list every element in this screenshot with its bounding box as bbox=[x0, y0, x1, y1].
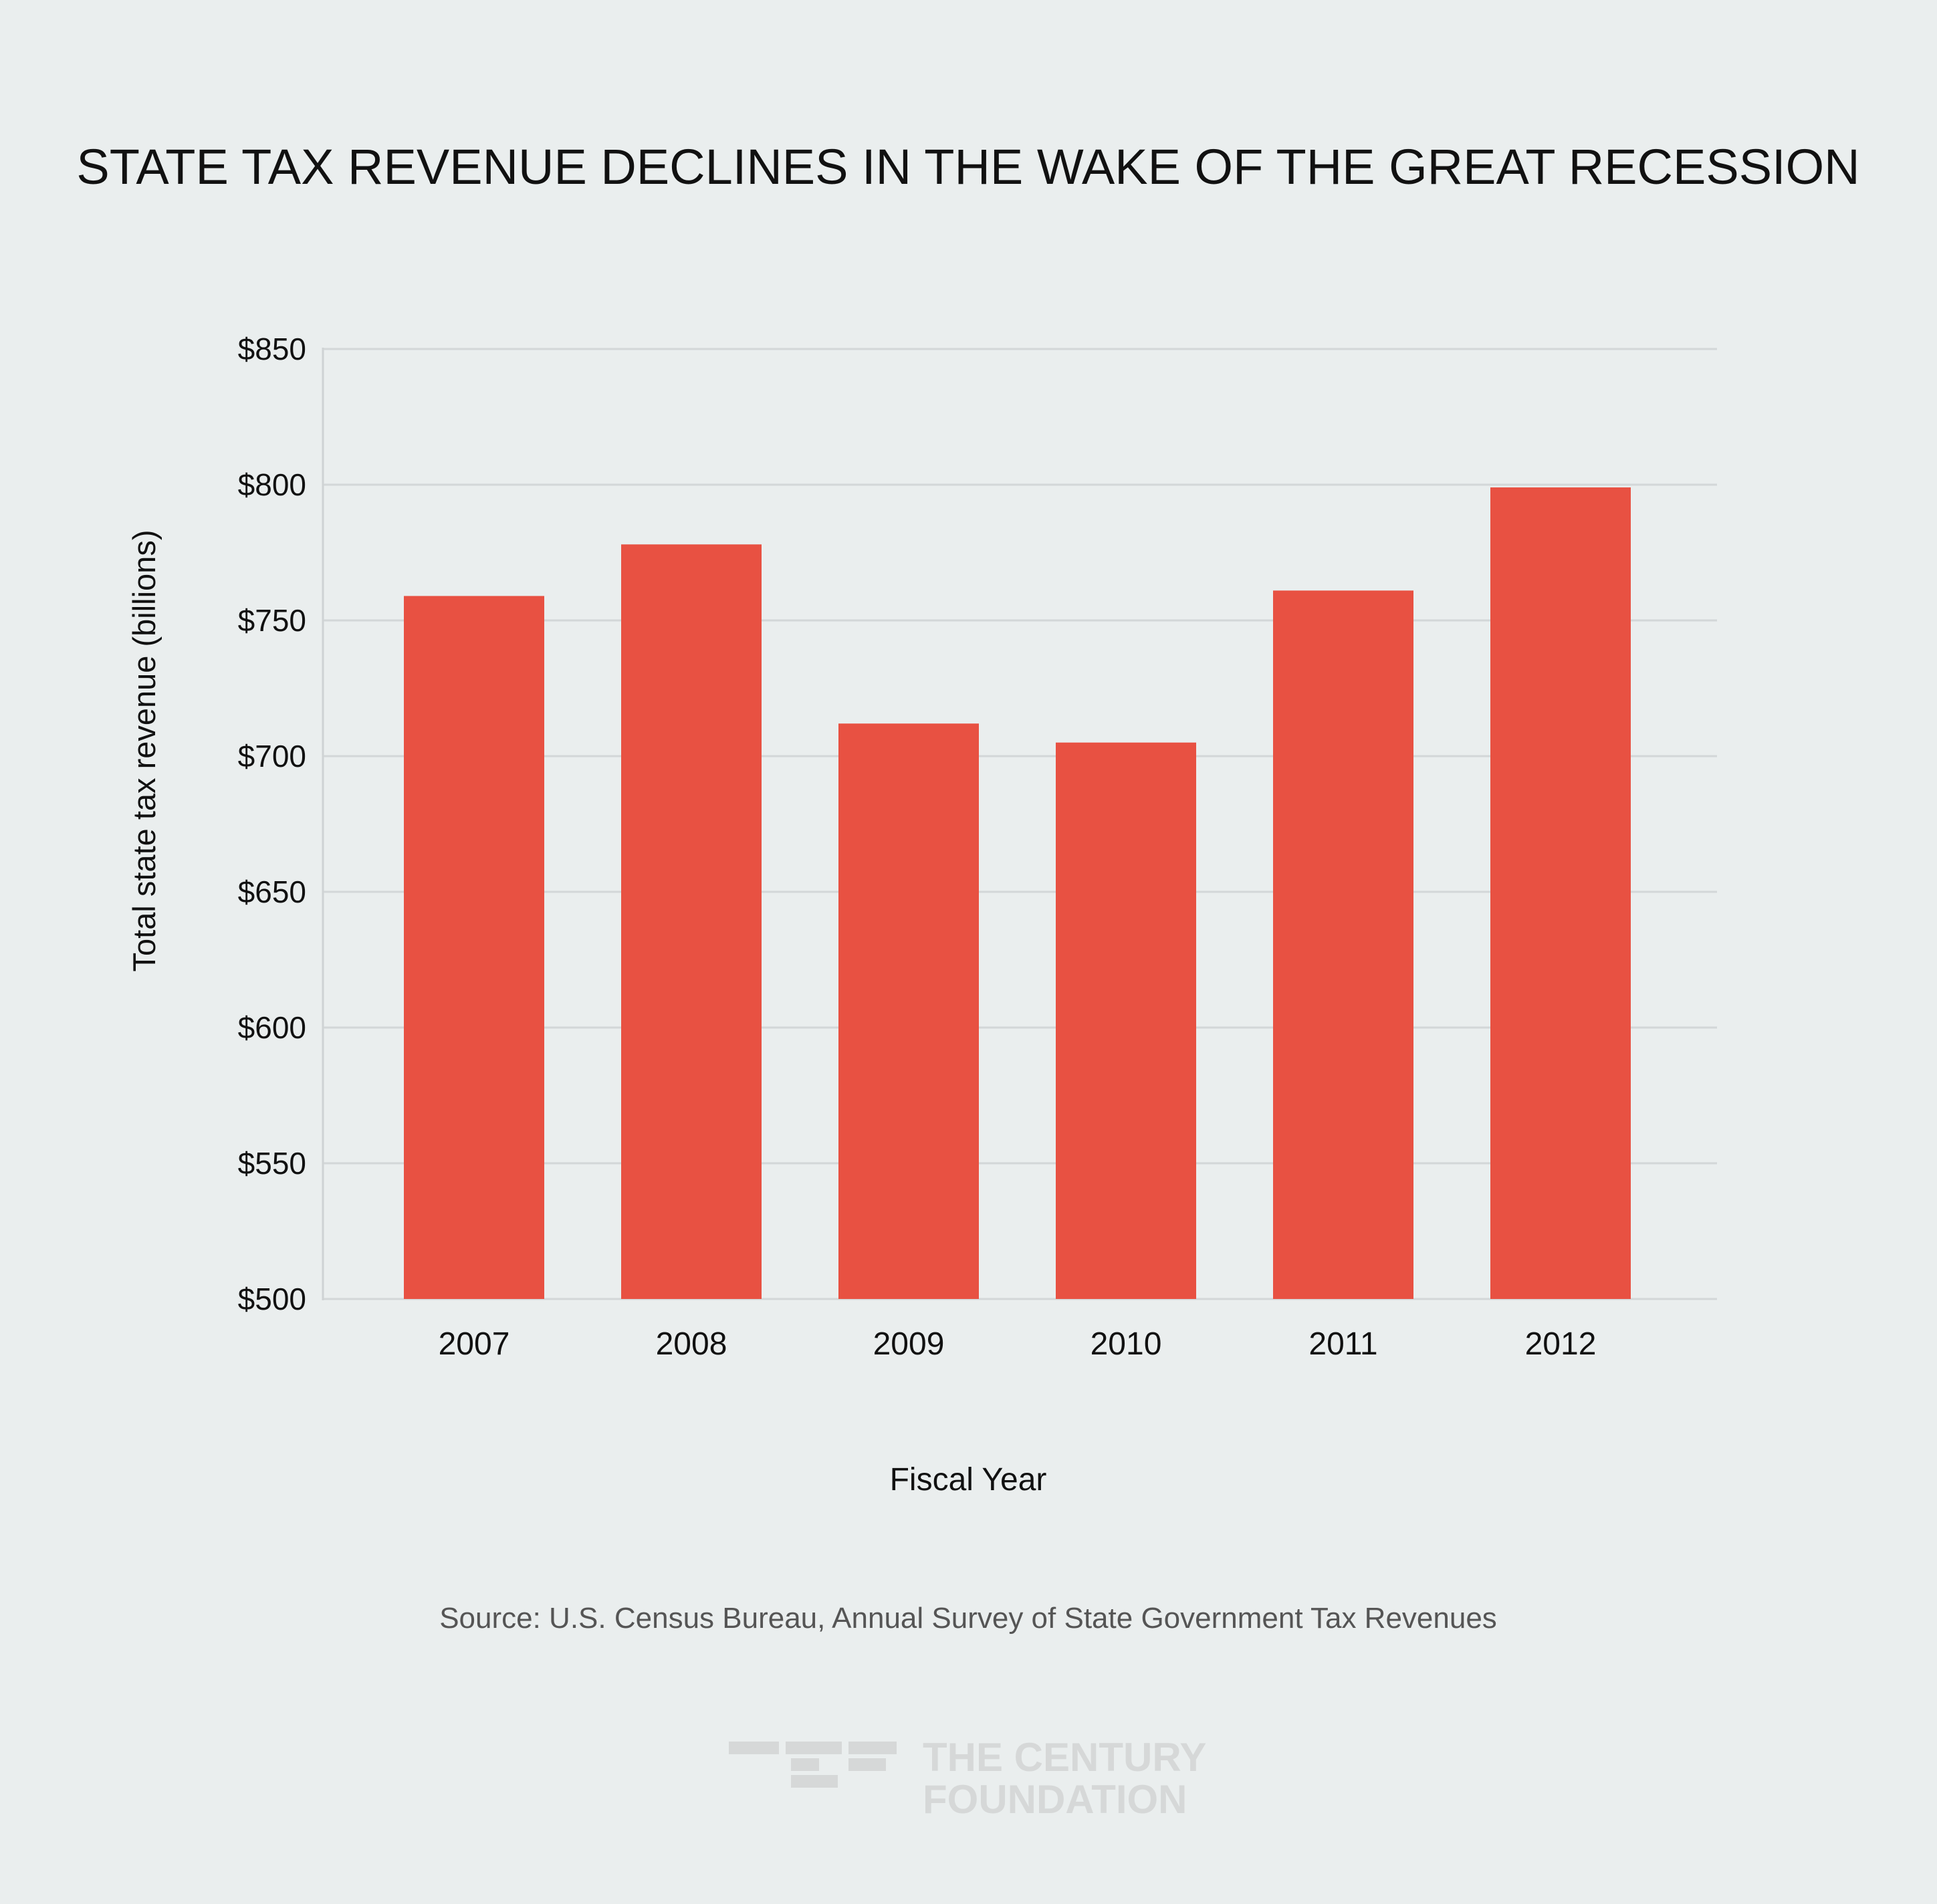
x-tick-label: 2011 bbox=[1308, 1326, 1377, 1362]
logo-mark-icon bbox=[729, 1742, 897, 1788]
y-tick-label: $600 bbox=[238, 1010, 306, 1045]
y-tick-label: $700 bbox=[238, 739, 306, 774]
bars bbox=[404, 487, 1631, 1300]
y-tick-label: $750 bbox=[238, 603, 306, 638]
x-tick-label: 2012 bbox=[1525, 1326, 1597, 1362]
y-axis-label: Total state tax revenue (billions) bbox=[126, 530, 162, 972]
bar-2010 bbox=[1056, 742, 1196, 1299]
century-foundation-logo: THE CENTURY FOUNDATION bbox=[729, 1735, 1206, 1822]
y-tick-label: $500 bbox=[238, 1282, 306, 1316]
x-tick-label: 2009 bbox=[873, 1326, 945, 1362]
x-tick-labels: 2007 2008 2009 2010 2011 2012 bbox=[439, 1326, 1597, 1362]
source-note: Source: U.S. Census Bureau, Annual Surve… bbox=[439, 1602, 1497, 1635]
x-tick-label: 2008 bbox=[656, 1326, 727, 1362]
logo-line-2: FOUNDATION bbox=[923, 1777, 1187, 1822]
x-tick-label: 2010 bbox=[1091, 1326, 1162, 1362]
bar-2007 bbox=[404, 596, 544, 1300]
bar-2011 bbox=[1273, 590, 1413, 1299]
y-tick-label: $550 bbox=[238, 1146, 306, 1181]
bar-2012 bbox=[1490, 487, 1631, 1299]
y-tick-label: $800 bbox=[238, 467, 306, 502]
bar-2008 bbox=[621, 544, 762, 1299]
y-tick-labels: $500 $550 $600 $650 $700 $750 $800 $850 bbox=[238, 332, 306, 1316]
x-axis-label: Fiscal Year bbox=[890, 1462, 1047, 1498]
bar-2009 bbox=[838, 723, 979, 1299]
gridlines bbox=[323, 348, 1717, 1300]
logo-line-1: THE CENTURY bbox=[923, 1735, 1206, 1780]
y-tick-label: $850 bbox=[238, 332, 306, 366]
y-tick-label: $650 bbox=[238, 874, 306, 909]
x-tick-label: 2007 bbox=[439, 1326, 510, 1362]
chart-title: STATE TAX REVENUE DECLINES IN THE WAKE O… bbox=[76, 139, 1859, 195]
